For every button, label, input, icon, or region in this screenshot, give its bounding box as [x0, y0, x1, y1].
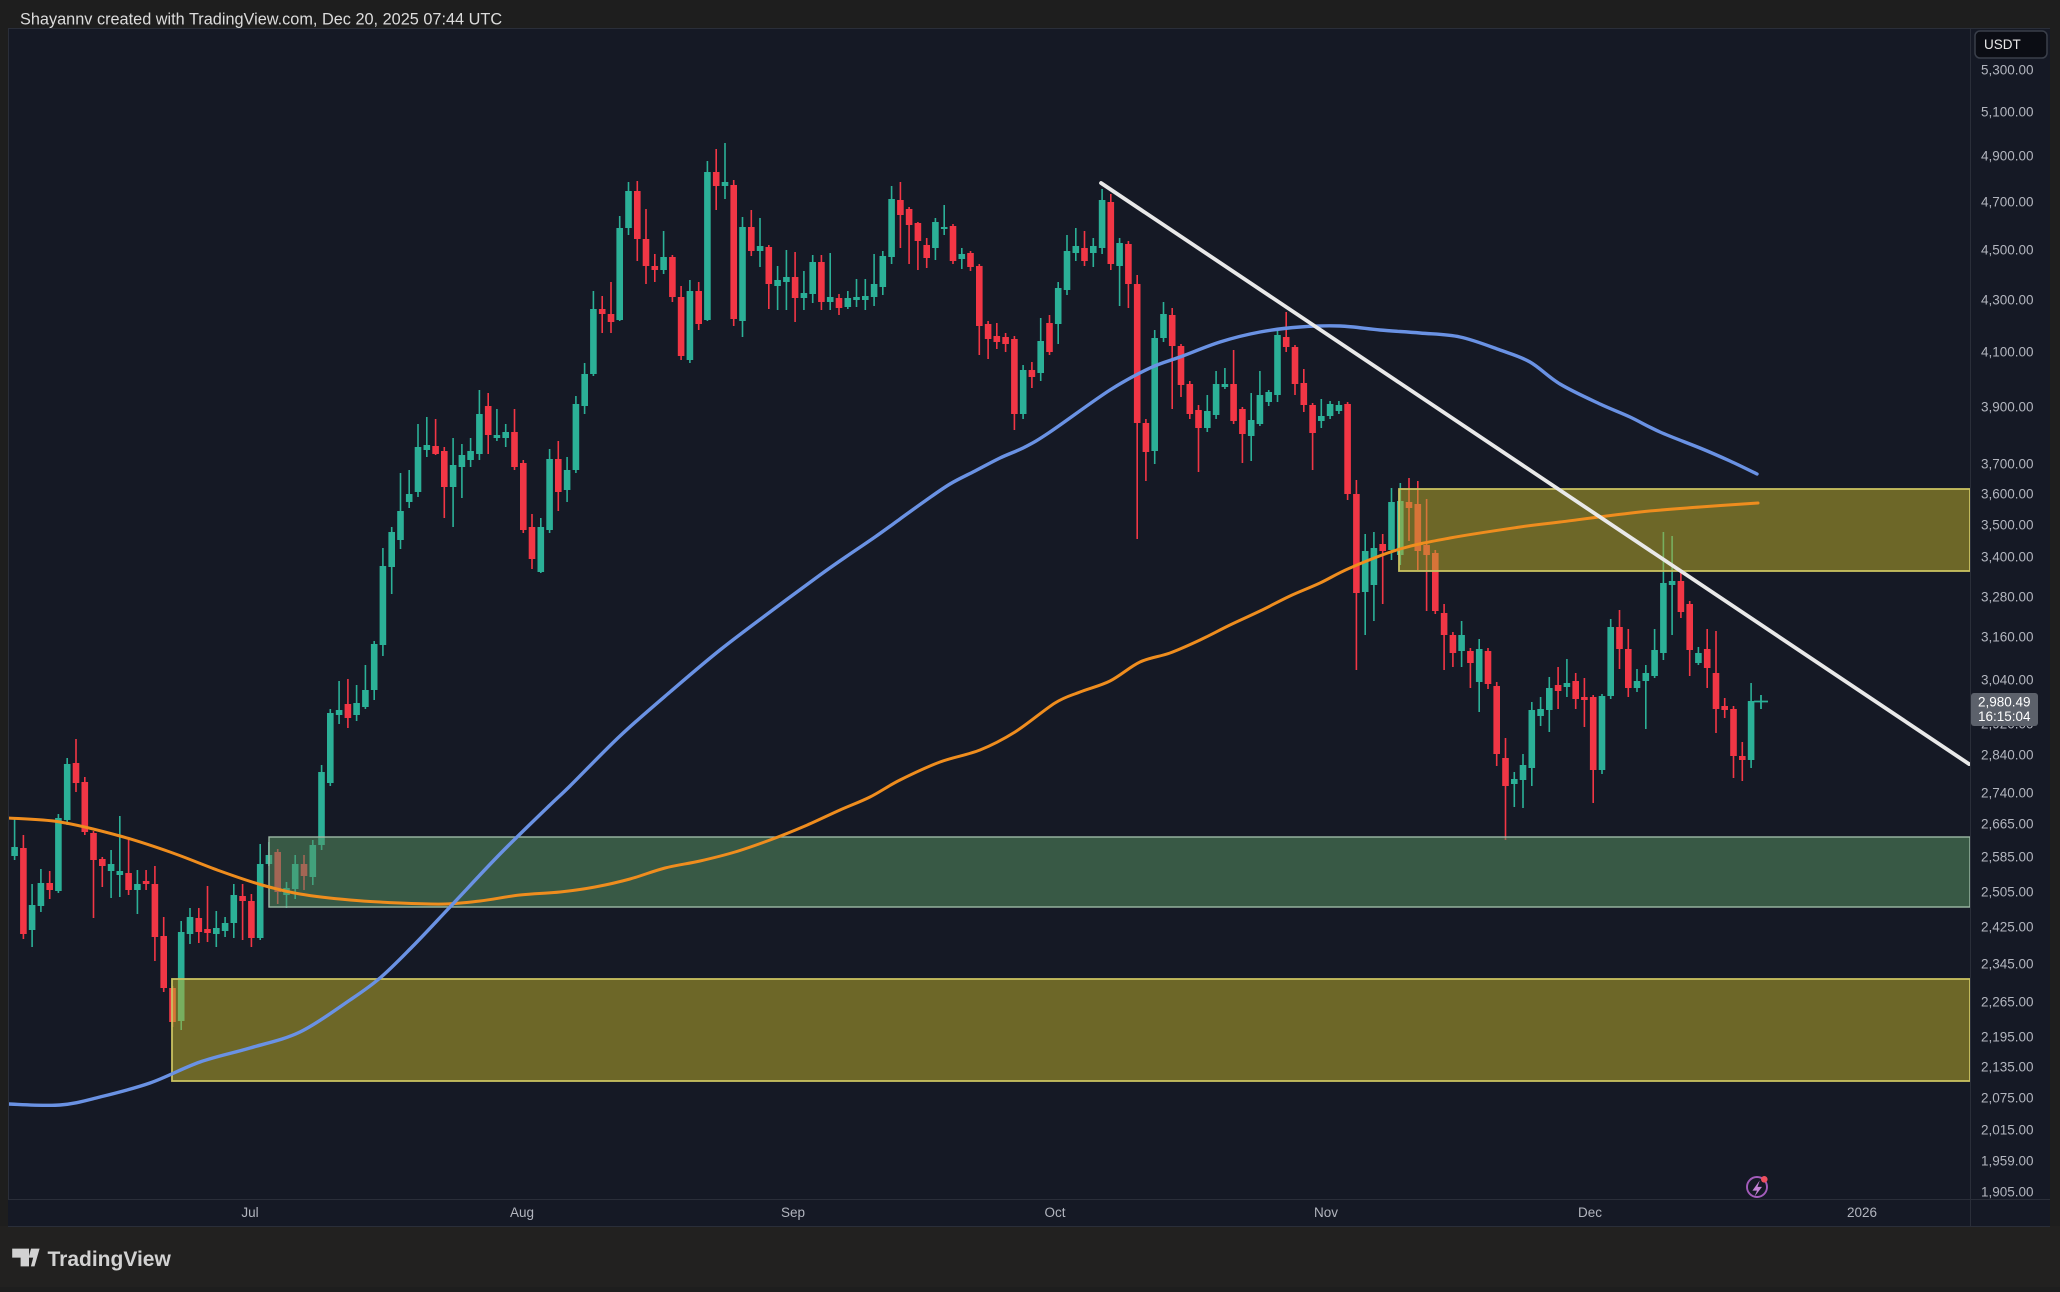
svg-text:2,740.00: 2,740.00	[1981, 786, 2034, 801]
svg-text:1,959.00: 1,959.00	[1981, 1154, 2034, 1169]
svg-text:2,075.00: 2,075.00	[1981, 1091, 2034, 1106]
svg-text:Oct: Oct	[1044, 1205, 1065, 1220]
svg-text:3,400.00: 3,400.00	[1981, 550, 2034, 565]
svg-text:2,980.49: 2,980.49	[1978, 695, 2031, 710]
svg-text:1,905.00: 1,905.00	[1981, 1185, 2034, 1200]
svg-text:2026: 2026	[1847, 1205, 1877, 1220]
svg-text:Nov: Nov	[1314, 1205, 1338, 1220]
svg-text:3,160.00: 3,160.00	[1981, 630, 2034, 645]
svg-text:2,585.00: 2,585.00	[1981, 850, 2034, 865]
svg-text:2,505.00: 2,505.00	[1981, 885, 2034, 900]
svg-text:2,840.00: 2,840.00	[1981, 748, 2034, 763]
svg-text:Jul: Jul	[241, 1205, 258, 1220]
svg-text:Aug: Aug	[510, 1205, 534, 1220]
svg-text:4,700.00: 4,700.00	[1981, 195, 2034, 210]
svg-text:3,500.00: 3,500.00	[1981, 518, 2034, 533]
svg-text:TradingView: TradingView	[48, 1248, 172, 1271]
svg-text:3,280.00: 3,280.00	[1981, 590, 2034, 605]
svg-text:2,265.00: 2,265.00	[1981, 995, 2034, 1010]
svg-text:2,345.00: 2,345.00	[1981, 957, 2034, 972]
svg-text:Dec: Dec	[1578, 1205, 1602, 1220]
svg-text:Sep: Sep	[781, 1205, 805, 1220]
svg-text:5,300.00: 5,300.00	[1981, 63, 2034, 78]
svg-text:4,900.00: 4,900.00	[1981, 149, 2034, 164]
svg-text:16:15:04: 16:15:04	[1978, 709, 2031, 724]
svg-text:Shayannv created with TradingV: Shayannv created with TradingView.com, D…	[20, 11, 502, 29]
svg-text:3,040.00: 3,040.00	[1981, 673, 2034, 688]
svg-text:USDT: USDT	[1984, 37, 2021, 52]
svg-text:3,900.00: 3,900.00	[1981, 400, 2034, 415]
svg-text:3,700.00: 3,700.00	[1981, 457, 2034, 472]
svg-text:4,500.00: 4,500.00	[1981, 243, 2034, 258]
svg-text:2,135.00: 2,135.00	[1981, 1060, 2034, 1075]
svg-text:5,100.00: 5,100.00	[1981, 105, 2034, 120]
svg-text:4,100.00: 4,100.00	[1981, 345, 2034, 360]
svg-text:4,300.00: 4,300.00	[1981, 293, 2034, 308]
svg-text:2,665.00: 2,665.00	[1981, 817, 2034, 832]
svg-text:3,600.00: 3,600.00	[1981, 487, 2034, 502]
svg-text:2,425.00: 2,425.00	[1981, 920, 2034, 935]
svg-text:2,015.00: 2,015.00	[1981, 1123, 2034, 1138]
svg-text:2,195.00: 2,195.00	[1981, 1030, 2034, 1045]
